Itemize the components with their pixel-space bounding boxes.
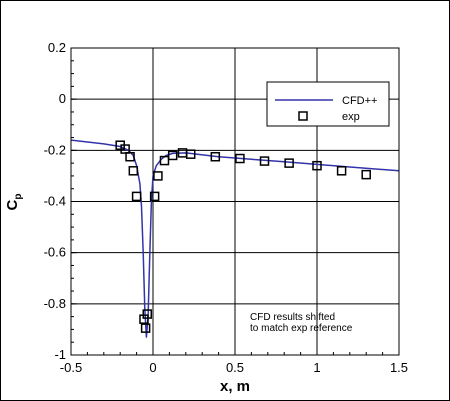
exp-data-point	[131, 191, 142, 202]
exp-data-point	[167, 150, 178, 161]
exp-data-point	[142, 309, 153, 319]
y-axis-title-main: C	[4, 199, 21, 210]
svg-text:Cp: Cp	[4, 194, 24, 211]
exp-data-point	[259, 156, 270, 166]
x-tick-label: 0	[149, 360, 156, 375]
legend-box	[266, 81, 390, 127]
legend-label-cfd: CFD++	[342, 95, 377, 107]
x-tick-label: 0.5	[226, 360, 244, 375]
exp-data-point	[159, 155, 170, 166]
y-axis-title-subscript: p	[13, 194, 24, 200]
y-tick-label: -0.8	[44, 296, 66, 311]
exp-data-point	[125, 151, 135, 162]
y-tick-label: 0.2	[48, 40, 66, 55]
y-axis-title: Cp	[4, 194, 24, 211]
ticks: -0.5 0 0.5 1 1.5 0.2 0 -0.2 -0.4 -0.6 -0.8 -1	[44, 40, 408, 375]
y-tick-label: -0.4	[44, 194, 66, 209]
exp-data-point	[128, 166, 139, 176]
exp-data-point	[210, 151, 221, 162]
annotation: CFD results shifted to match exp referen…	[250, 312, 353, 334]
legend-marker-swatch	[298, 111, 308, 121]
exp-data-point	[361, 169, 371, 180]
exp-data-point	[120, 144, 130, 154]
legend-label-exp: exp	[342, 111, 360, 123]
exp-data-point	[140, 323, 151, 333]
exp-data-point	[312, 160, 322, 171]
annotation-line-2: to match exp reference	[250, 323, 353, 334]
legend: CFD++ exp	[266, 81, 390, 127]
series-layer	[71, 139, 399, 338]
x-axis-title: x, m	[220, 378, 250, 395]
exp-data-point	[336, 166, 347, 176]
y-tick-label: -0.6	[44, 245, 66, 260]
exp-data-point	[185, 149, 196, 159]
y-tick-label: 0	[59, 91, 66, 106]
y-tick-label: -0.2	[44, 142, 66, 157]
x-tick-label: -0.5	[60, 360, 82, 375]
exp-data-point	[149, 191, 160, 202]
exp-data-point	[235, 153, 245, 164]
exp-data-point	[153, 171, 163, 181]
x-tick-label: 1	[313, 360, 320, 375]
y-tick-label: -1	[54, 347, 66, 362]
annotation-line-1: CFD results shifted	[250, 312, 335, 323]
x-tick-label: 1.5	[390, 360, 408, 375]
exp-data-point	[284, 158, 294, 168]
